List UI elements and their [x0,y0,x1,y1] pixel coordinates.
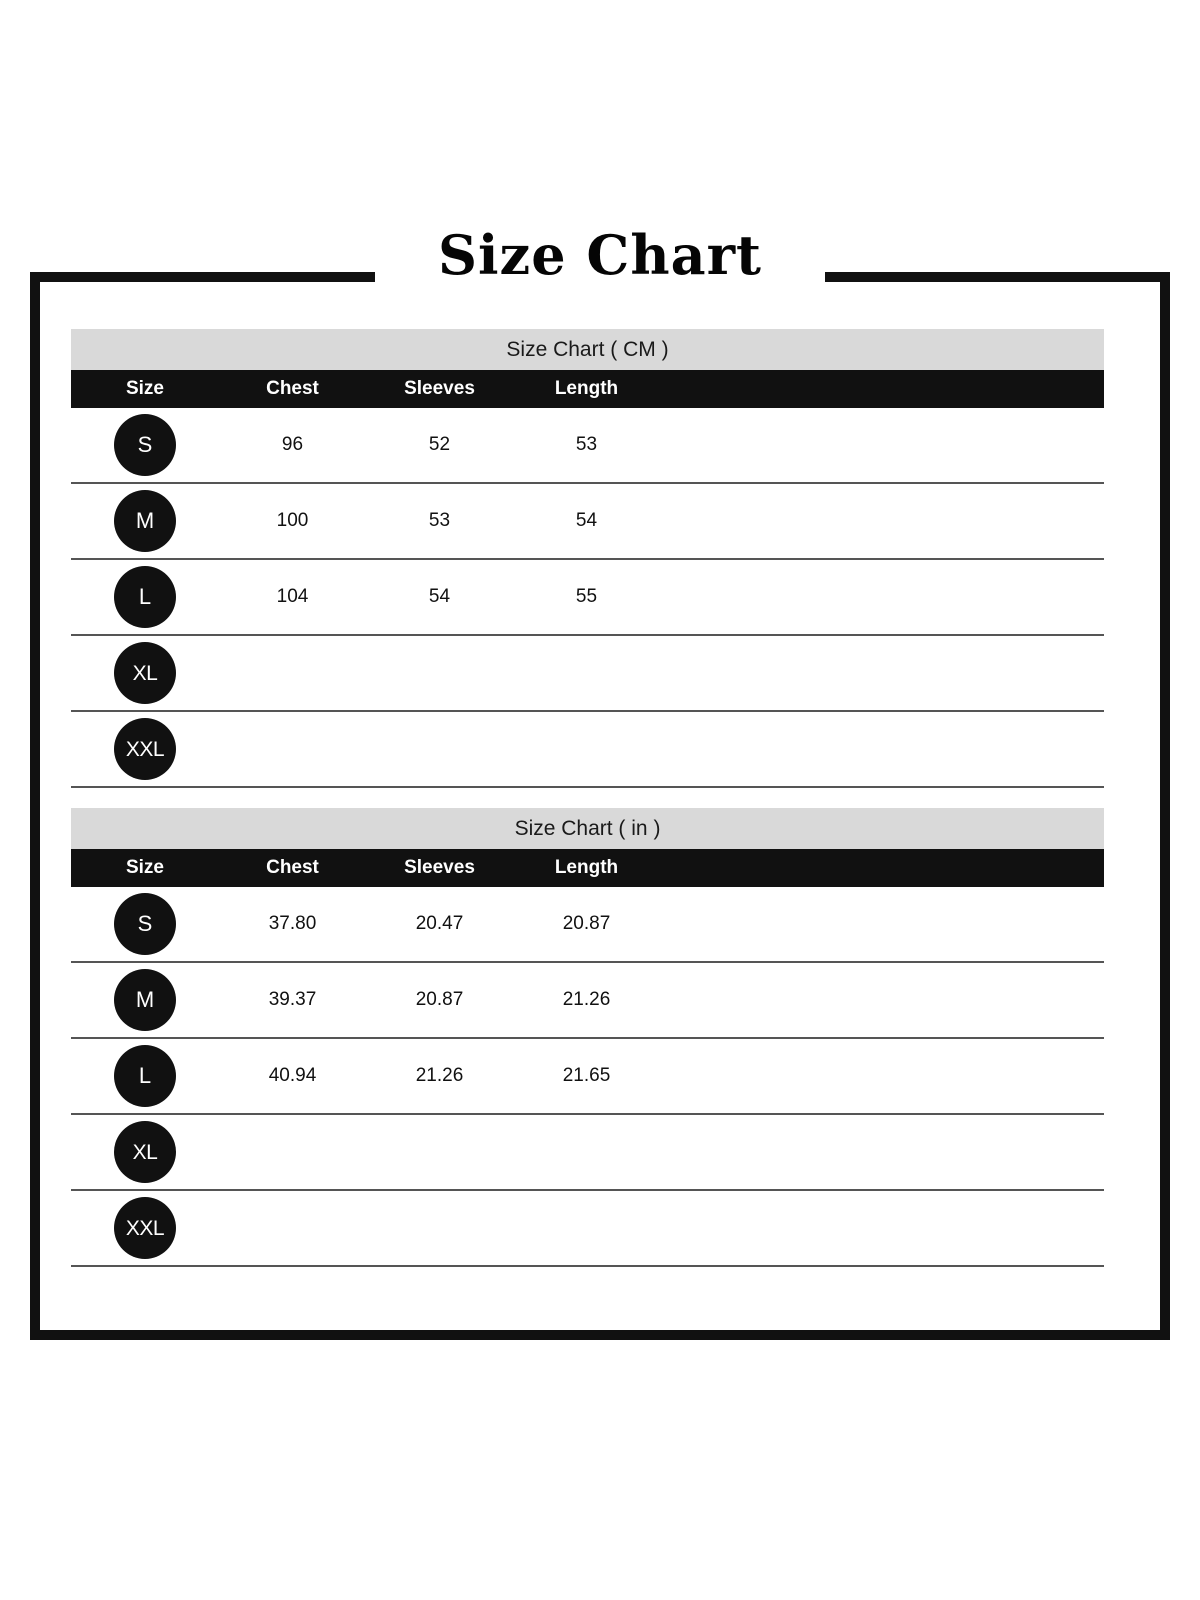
size-badge: XL [114,642,176,704]
table-header-row-in: Size Chest Sleeves Length [71,849,1104,887]
cell-sleeves: 53 [428,510,451,531]
size-badge-cell: L [71,1045,219,1107]
cell-length: 20.87 [562,913,611,934]
cell-sleeves: 20.47 [415,913,464,934]
size-badge: XXL [114,718,176,780]
column-header-chest: Chest [266,857,319,878]
size-badge-cell: S [71,414,219,476]
size-badge-cell: XL [71,642,219,704]
table-row: L 40.94 21.26 21.65 [71,1039,1104,1115]
size-badge-cell: L [71,566,219,628]
table-row: M 100 53 54 [71,484,1104,560]
table-row: S 37.80 20.47 20.87 [71,887,1104,963]
table-row: XXL [71,712,1104,788]
table-row: XXL [71,1191,1104,1267]
table-banner-in: Size Chart ( in ) [71,808,1104,849]
size-table-cm: Size Chart ( CM ) Size Chest Sleeves Len… [71,329,1104,788]
cell-length: 21.65 [562,1065,611,1086]
page-title: Size Chart [438,223,762,287]
table-row: L 104 54 55 [71,560,1104,636]
cell-sleeves: 20.87 [415,989,464,1010]
size-badge: M [114,490,176,552]
size-badge: S [114,414,176,476]
cell-chest: 37.80 [268,913,317,934]
frame-top-right-segment [825,272,1170,282]
column-header-length: Length [554,378,619,399]
column-header-size: Size [125,857,165,878]
table-row: M 39.37 20.87 21.26 [71,963,1104,1039]
cell-sleeves: 54 [428,586,451,607]
size-badge: XXL [114,1197,176,1259]
size-badge-cell: M [71,490,219,552]
column-header-size: Size [125,378,165,399]
size-badge-cell: XXL [71,1197,219,1259]
table-row: S 96 52 53 [71,408,1104,484]
cell-chest: 40.94 [268,1065,317,1086]
table-banner-cm: Size Chart ( CM ) [71,329,1104,370]
cell-length: 54 [575,510,598,531]
size-badge-cell: S [71,893,219,955]
size-badge-cell: XL [71,1121,219,1183]
column-header-sleeves: Sleeves [404,857,475,878]
cell-chest: 39.37 [268,989,317,1010]
table-header-row-cm: Size Chest Sleeves Length [71,370,1104,408]
frame-top-left-segment [30,272,375,282]
column-header-length: Length [554,857,619,878]
column-header-sleeves: Sleeves [404,378,475,399]
table-row: XL [71,636,1104,712]
cell-chest: 96 [281,434,304,455]
column-header-chest: Chest [266,378,319,399]
cell-length: 53 [575,434,598,455]
cell-length: 55 [575,586,598,607]
size-badge: XL [114,1121,176,1183]
size-badge: L [114,566,176,628]
cell-chest: 104 [276,586,309,607]
decorative-frame [30,272,1170,1340]
size-badge: L [114,1045,176,1107]
table-row: XL [71,1115,1104,1191]
size-badge: M [114,969,176,1031]
cell-sleeves: 52 [428,434,451,455]
cell-chest: 100 [276,510,309,531]
size-table-in: Size Chart ( in ) Size Chest Sleeves Len… [71,808,1104,1267]
size-badge-cell: M [71,969,219,1031]
cell-length: 21.26 [562,989,611,1010]
size-badge: S [114,893,176,955]
size-badge-cell: XXL [71,718,219,780]
cell-sleeves: 21.26 [415,1065,464,1086]
size-tables-container: Size Chart ( CM ) Size Chest Sleeves Len… [71,329,1104,1267]
